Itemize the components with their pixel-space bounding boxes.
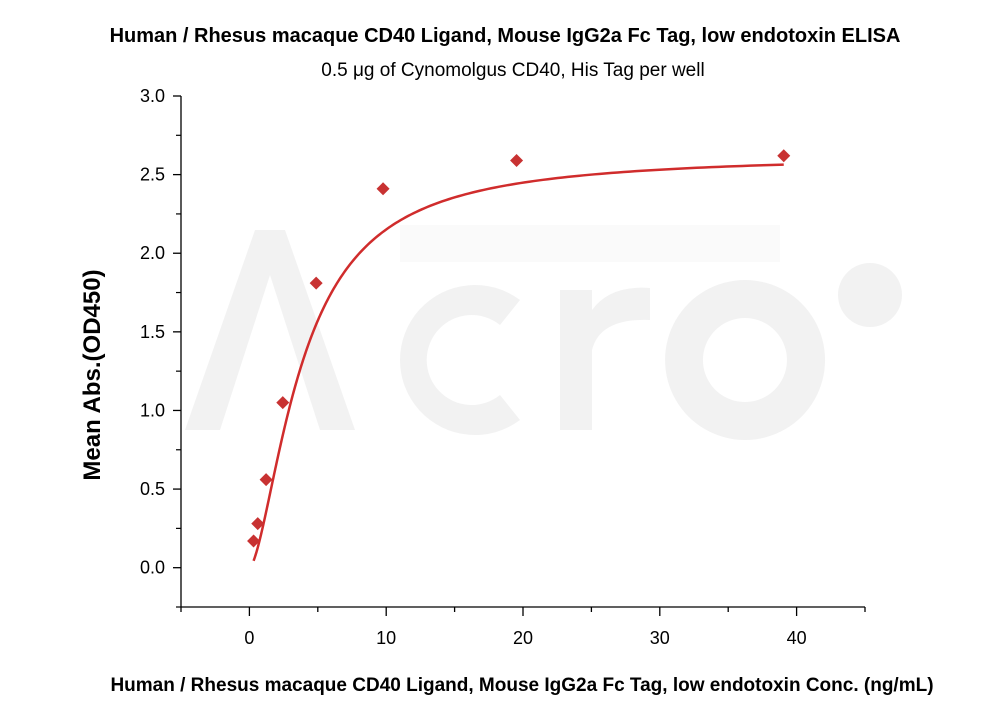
y-tick-label: 0.5: [140, 479, 165, 499]
chart-subtitle: 0.5 μg of Cynomolgus CD40, His Tag per w…: [321, 60, 704, 81]
watermark-logo: [185, 225, 902, 440]
data-point-marker: [309, 276, 323, 290]
data-point-marker: [376, 182, 390, 196]
fit-curve-group: [252, 163, 784, 562]
data-point-marker: [247, 534, 261, 548]
x-tick-label: 10: [376, 628, 396, 648]
chart-title: Human / Rhesus macaque CD40 Ligand, Mous…: [110, 25, 901, 47]
x-tick-label: 0: [244, 628, 254, 648]
y-axis-ticks: 0.0 0.5 1.0 1.5 2.0 2.5 3.0: [140, 86, 181, 608]
y-tick-label: 3.0: [140, 86, 165, 106]
x-tick-label: 20: [513, 628, 533, 648]
y-tick-label: 2.5: [140, 165, 165, 185]
y-tick-label: 1.5: [140, 322, 165, 342]
axes: [180, 96, 865, 608]
data-point-marker: [276, 396, 290, 410]
y-tick-label: 1.0: [140, 400, 165, 420]
data-point-marker: [259, 473, 273, 487]
x-axis-ticks: 0 10 20 30 40: [180, 607, 866, 648]
data-point-marker: [251, 517, 265, 531]
x-tick-label: 40: [787, 628, 807, 648]
data-point-marker: [777, 149, 791, 163]
fit-curve: [252, 163, 784, 562]
y-tick-label: 0.0: [140, 558, 165, 578]
x-tick-label: 30: [650, 628, 670, 648]
data-markers: [247, 149, 791, 548]
data-point-marker: [510, 153, 524, 167]
x-axis-title: Human / Rhesus macaque CD40 Ligand, Mous…: [110, 675, 933, 696]
y-tick-label: 2.0: [140, 243, 165, 263]
y-axis-title: Mean Abs.(OD450): [79, 269, 106, 480]
